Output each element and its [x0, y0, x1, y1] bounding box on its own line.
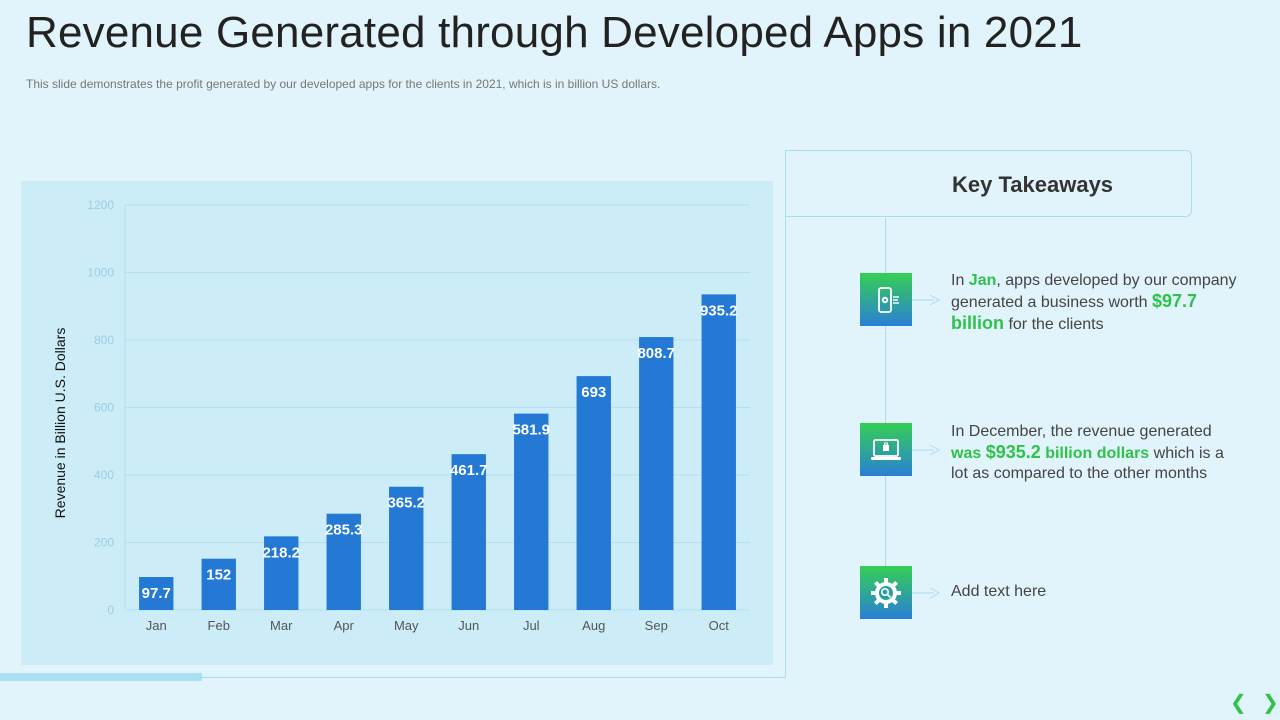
x-tick-label: Sep [645, 618, 668, 633]
data-label: 581.9 [512, 422, 550, 439]
y-tick-label: 400 [94, 468, 114, 482]
data-label: 285.3 [325, 522, 363, 539]
y-tick-label: 600 [94, 401, 114, 415]
frame-divider [785, 150, 786, 678]
arrow-icon [912, 587, 940, 599]
takeaways-header-box [786, 150, 1192, 217]
arrow-icon [912, 444, 940, 456]
data-label: 935.2 [700, 302, 738, 319]
data-label: 218.2 [262, 544, 300, 561]
y-tick-label: 1000 [87, 266, 114, 280]
bar [514, 413, 549, 610]
bar-chart: 0 200 400 600 800 1000 1200 97.7 Jan 152 Feb 218.2 M… [87, 198, 750, 633]
bar [701, 294, 736, 610]
x-tick-label: Apr [334, 618, 355, 633]
bar [139, 577, 174, 610]
bar [389, 486, 424, 610]
laptop-icon [860, 423, 912, 476]
x-tick-label: Jan [146, 618, 167, 633]
y-tick-label: 200 [94, 536, 114, 550]
data-label: 97.7 [142, 585, 171, 602]
previous-slide-button[interactable]: ❮ [1230, 692, 1247, 714]
data-label: 693 [581, 384, 606, 401]
data-label: 808.7 [637, 345, 675, 362]
x-tick-label: Aug [582, 618, 605, 633]
slide-subtitle: This slide demonstrates the profit gener… [26, 77, 661, 91]
bar [326, 513, 361, 610]
chart-panel: 0 200 400 600 800 1000 1200 97.7 Jan 152 Feb 218.2 M… [21, 181, 773, 665]
data-label: 461.7 [450, 462, 488, 479]
x-tick-label: Jun [458, 618, 479, 633]
y-axis-label: Revenue in Billion U.S. Dollars [52, 327, 68, 519]
frame-accent-bar [0, 673, 202, 681]
bar [201, 558, 236, 610]
gear-search-icon [860, 566, 912, 619]
bar [639, 337, 674, 610]
bar [576, 376, 611, 610]
takeaway-2-text: In December, the revenue generated was $… [951, 423, 1224, 482]
x-tick-label: Jul [523, 618, 540, 633]
takeaways-title: Key Takeaways [952, 172, 1114, 197]
slide-title: Revenue Generated through Developed Apps… [26, 8, 1083, 57]
bar [264, 536, 299, 610]
frame-bottom-line [0, 677, 786, 678]
takeaway-1-text: In Jan, apps developed by our company ge… [951, 272, 1237, 333]
y-tick-label: 800 [94, 333, 114, 347]
bar [451, 454, 486, 610]
data-label: 365.2 [387, 495, 425, 512]
y-tick-label: 0 [107, 603, 114, 617]
next-slide-button[interactable]: ❯ [1262, 692, 1279, 714]
data-label: 152 [206, 567, 231, 584]
x-tick-label: Feb [208, 618, 230, 633]
x-tick-label: May [394, 618, 419, 633]
arrow-icon [912, 294, 940, 306]
timeline-line [885, 218, 886, 618]
y-tick-label: 1200 [87, 198, 114, 212]
x-tick-label: Mar [270, 618, 293, 633]
takeaway-3-text: Add text here [951, 583, 1047, 600]
mobile-settings-icon [860, 273, 912, 326]
x-tick-label: Oct [709, 618, 730, 633]
